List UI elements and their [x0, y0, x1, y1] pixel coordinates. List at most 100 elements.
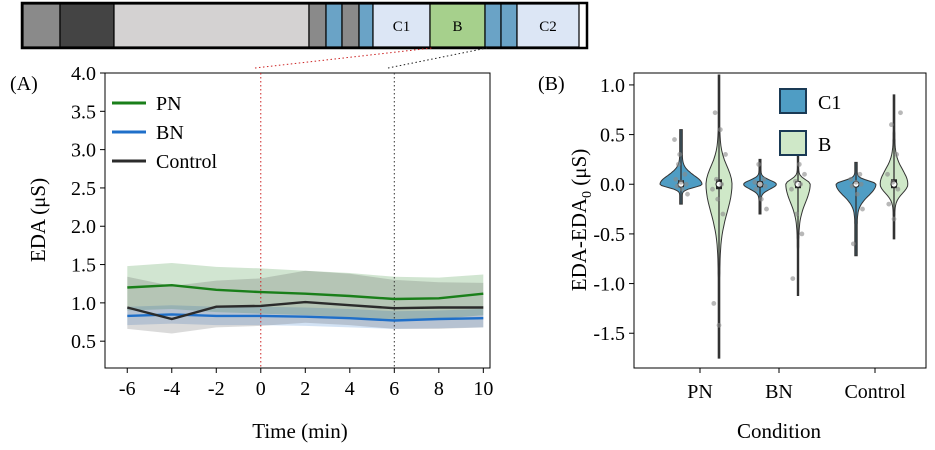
violin-point	[848, 176, 854, 182]
violin-point	[898, 110, 903, 116]
timeline-segment	[500, 3, 518, 48]
violin-point	[762, 183, 768, 189]
timeline-segment-label: C2	[539, 19, 557, 35]
panel-b-x-ticks: PN BN Control	[687, 368, 906, 403]
x-tick-label: 0	[256, 378, 266, 400]
violin-point	[891, 216, 897, 222]
violin-point	[715, 196, 721, 202]
x-tick-label: BN	[765, 381, 793, 403]
zoom-line-start	[254, 47, 433, 69]
violin-point	[790, 276, 796, 282]
violin-point	[711, 301, 717, 306]
violin-point	[753, 186, 759, 192]
violin-point	[851, 241, 856, 247]
x-tick-label: -6	[119, 378, 136, 400]
timeline-segment	[484, 3, 502, 48]
panel-a-x-label: Time (min)	[252, 419, 347, 443]
panel-a-y-label: EDA (μS)	[26, 178, 50, 262]
violin-point	[716, 322, 722, 328]
panel-a-y-ticks: 0.5 1.0 1.5 2.0 2.5 3.0 3.5 4.0	[71, 63, 105, 353]
panel-a-series-lines	[126, 283, 484, 322]
y-tick-label: 1.0	[71, 293, 96, 315]
x-tick-label: -2	[208, 378, 225, 400]
violin-point	[720, 211, 726, 217]
violin-point	[717, 127, 723, 133]
y-tick-label: 3.5	[71, 101, 96, 123]
timeline-segment	[341, 3, 360, 48]
timeline-segment	[22, 3, 61, 48]
violin-point	[886, 201, 892, 207]
x-tick-label: 2	[300, 378, 310, 400]
timeline-segment	[429, 3, 486, 48]
y-tick-label: 0.0	[600, 174, 625, 196]
timeline-segment-label: B	[452, 19, 462, 35]
timeline-bar-frame	[20, 1, 589, 50]
x-tick-label: 10	[473, 378, 493, 400]
legend-bn-label: BN	[156, 122, 184, 144]
y-tick-label: 1.0	[600, 75, 625, 97]
violin-point	[858, 181, 864, 187]
violin-point	[723, 152, 728, 157]
violin-point	[679, 186, 685, 192]
violin-point	[676, 161, 681, 167]
panel-b-label: (B)	[538, 73, 565, 95]
legend-pn-label: PN	[156, 93, 182, 115]
y-tick-label: 4.0	[71, 63, 96, 85]
violin-point	[677, 152, 683, 157]
legend-control-label: Control	[156, 151, 218, 173]
y-tick-label: -0.5	[593, 224, 625, 246]
y-tick-label: 2.5	[71, 178, 96, 200]
violin-point	[683, 181, 689, 187]
panel-b-x-label: Condition	[737, 419, 822, 443]
violin-point	[860, 206, 865, 212]
violin-point	[678, 179, 684, 185]
violin-point	[714, 176, 719, 182]
y-tick-label: 0.5	[600, 125, 625, 147]
y-tick-label: -1.5	[593, 323, 625, 345]
violin-point	[885, 171, 890, 177]
timeline-segment-label: C1	[393, 19, 411, 35]
legend-b-label: B	[818, 134, 831, 156]
violin-point	[682, 171, 688, 177]
timeline-bar: C1 B C2	[20, 1, 589, 69]
zoom-line-end	[387, 47, 488, 69]
violin-point	[752, 179, 758, 185]
panel-a-x-ticks: -6 -4 -2 0 2 4 6 8 10	[119, 368, 493, 400]
legend-c1-label: C1	[818, 92, 841, 114]
violin-point	[849, 183, 855, 189]
panel-b-y-ticks: -1.5 -1.0 -0.5 0.0 0.5 1.0	[593, 75, 634, 345]
x-tick-label: Control	[844, 381, 906, 403]
panel-a-label: (A)	[10, 73, 38, 95]
timeline-segment	[325, 3, 343, 48]
panel-b-legend: C1 B	[779, 88, 841, 156]
violin-point	[758, 196, 764, 202]
y-tick-label: -1.0	[593, 274, 625, 296]
violin-point	[757, 181, 763, 187]
panel-a: (A) 0.5 1.0 1.5 2.0 2.5 3.0 3.5 4.0 -6 -4 -2 0 2 4 6 8…	[10, 63, 493, 443]
panel-a-vlines	[260, 73, 395, 368]
panel-b: (B) -1.5 -1.0 -0.5 0.0 0.5 1.0 PN BN Control C1…	[538, 72, 927, 443]
legend-c1-swatch	[779, 88, 807, 114]
violin-point	[799, 231, 805, 237]
timeline-segment	[358, 3, 374, 48]
violin-point	[685, 191, 690, 197]
series-line-control	[126, 300, 484, 321]
violin-point	[761, 176, 767, 182]
timeline-segment	[113, 3, 310, 48]
panel-a-legend: PN BN Control	[112, 93, 218, 173]
timeline-segment	[59, 3, 115, 48]
x-tick-label: 8	[434, 378, 444, 400]
violin-point	[854, 191, 860, 197]
violin-point	[764, 206, 769, 212]
violin-point	[894, 152, 899, 157]
violin-point	[802, 171, 807, 177]
series-line-pn	[127, 283, 484, 301]
violin-point	[857, 171, 863, 177]
violin-point	[793, 178, 798, 184]
violin-point	[712, 110, 718, 116]
y-tick-label: 2.0	[71, 216, 96, 238]
panel-b-axes-frame	[633, 72, 927, 369]
violin-point	[673, 176, 679, 182]
violin-point	[853, 179, 859, 185]
